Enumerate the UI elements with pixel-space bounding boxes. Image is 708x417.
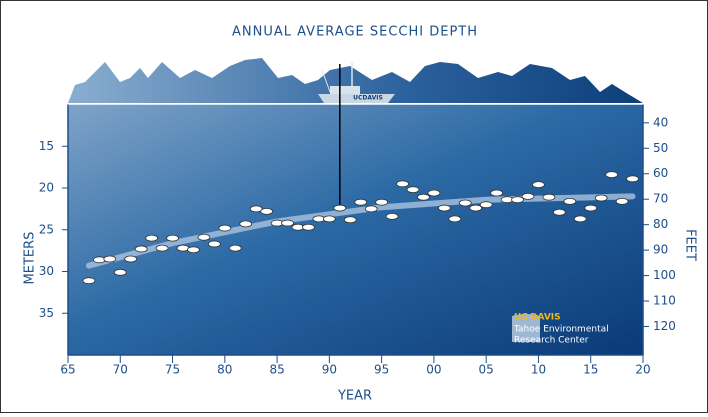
secchi-disk <box>333 204 347 212</box>
logo-line: Tahoe Environmental <box>513 325 609 335</box>
x-tick-label: 85 <box>269 363 284 377</box>
secchi-disk <box>103 255 117 263</box>
secchi-disk <box>239 220 253 228</box>
secchi-disk <box>260 207 274 215</box>
secchi-disk <box>511 196 524 204</box>
y2-axis-label: FEET <box>683 229 698 261</box>
secchi-disk <box>563 197 577 205</box>
secchi-disk <box>92 256 106 264</box>
x-tick-label: 20 <box>635 363 650 377</box>
x-tick-label: 15 <box>583 363 598 377</box>
x-axis-label: YEAR <box>337 389 372 404</box>
secchi-disk <box>302 223 315 231</box>
x-tick-label: 65 <box>60 363 75 377</box>
mountains <box>68 58 643 103</box>
logo-line: Research Center <box>514 336 589 346</box>
y-tick-label: 30 <box>39 264 54 278</box>
x-tick-label: 90 <box>322 363 337 377</box>
secchi-disk <box>396 180 409 188</box>
secchi-disk <box>145 234 159 242</box>
secchi-disk <box>155 244 169 252</box>
secchi-disk <box>385 212 399 220</box>
y-axis-label: METERS <box>23 232 38 285</box>
secchi-disk <box>437 204 451 212</box>
boat <box>318 62 395 103</box>
y2-tick-label: 70 <box>653 192 668 206</box>
secchi-disk <box>448 215 462 223</box>
y-tick-label: 25 <box>39 222 54 236</box>
y2-tick-label: 50 <box>653 141 668 155</box>
secchi-disk <box>113 268 127 276</box>
secchi-disk <box>343 216 357 224</box>
secchi-disk <box>427 189 441 197</box>
y2-tick-label: 110 <box>653 294 676 308</box>
y2-tick-label: 60 <box>653 166 668 180</box>
secchi-disk <box>594 194 608 202</box>
secchi-disk <box>281 219 294 227</box>
x-tick-label: 70 <box>113 363 128 377</box>
secchi-disk <box>166 234 179 242</box>
secchi-disk <box>469 204 483 212</box>
secchi-disk <box>134 245 148 253</box>
x-tick-label: 75 <box>165 363 180 377</box>
y2-tick-label: 80 <box>653 217 668 231</box>
secchi-disk <box>322 215 336 223</box>
y2-tick-label: 100 <box>653 268 676 282</box>
logo: UC DAVIS Tahoe Environmental Research Ce… <box>512 313 609 346</box>
secchi-disk <box>207 240 221 248</box>
x-tick-label: 00 <box>426 363 441 377</box>
logo-davis: DAVIS <box>530 313 561 323</box>
y-tick-label: 35 <box>39 306 54 320</box>
x-tick-label: 80 <box>217 363 232 377</box>
y2-tick-label: 90 <box>653 243 668 257</box>
secchi-disk <box>406 186 420 194</box>
secchi-disk <box>573 215 587 223</box>
secchi-disk <box>521 192 535 200</box>
secchi-disk <box>218 224 232 232</box>
secchi-disk <box>249 205 263 213</box>
secchi-disk <box>228 244 242 252</box>
secchi-disk <box>542 193 556 201</box>
secchi-disk <box>490 189 504 197</box>
secchi-disk <box>375 198 389 206</box>
secchi-disk <box>197 233 211 241</box>
chart-title: ANNUAL AVERAGE SECCHI DEPTH <box>232 25 478 40</box>
secchi-disk <box>124 255 138 263</box>
secchi-disk <box>458 199 472 207</box>
x-tick-label: 95 <box>374 363 389 377</box>
y2-tick-label: 40 <box>653 115 668 129</box>
y-tick-label: 20 <box>39 181 54 195</box>
y-tick-label: 15 <box>39 139 54 153</box>
secchi-disk <box>364 205 378 213</box>
logo-uc: UC <box>514 313 528 323</box>
secchi-disk <box>187 246 200 254</box>
secchi-disk <box>552 208 566 216</box>
secchi-disk <box>605 171 619 179</box>
secchi-disk <box>479 201 493 209</box>
secchi-disk <box>584 204 598 212</box>
plot-area <box>68 104 643 355</box>
secchi-disk <box>626 175 639 183</box>
secchi-disk <box>532 181 545 189</box>
secchi-disk <box>354 198 368 206</box>
x-tick-label: 05 <box>479 363 494 377</box>
secchi-disk <box>417 193 430 201</box>
boat-label: UCDAVIS <box>353 95 383 102</box>
secchi-disk <box>615 197 629 205</box>
y2-tick-label: 120 <box>653 319 676 333</box>
x-tick-label: 10 <box>531 363 546 377</box>
secchi-disk <box>82 277 96 285</box>
